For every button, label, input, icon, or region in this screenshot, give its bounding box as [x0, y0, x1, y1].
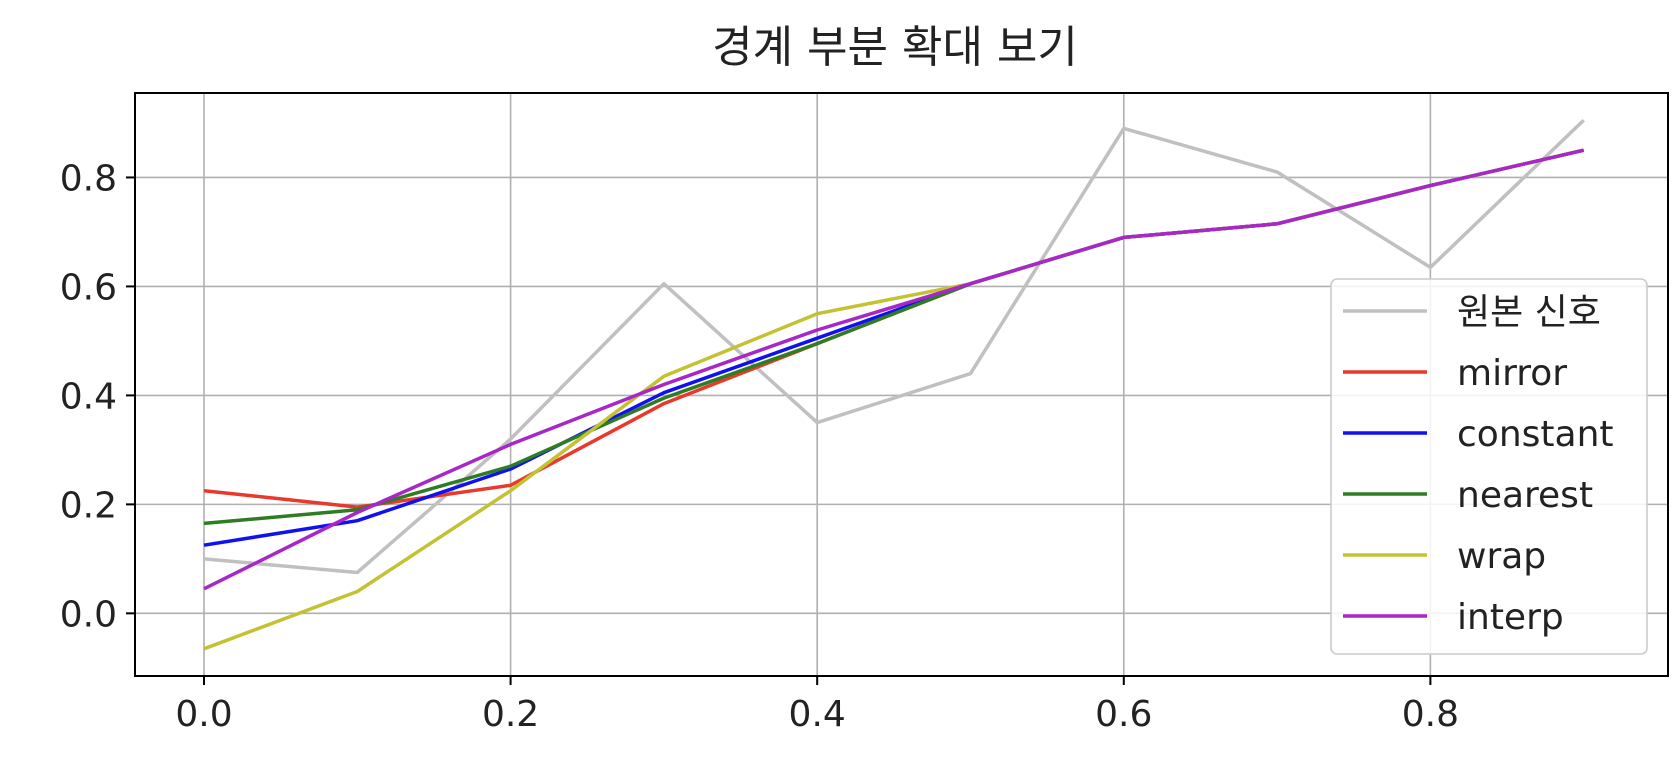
- y-tick-label: 0.8: [60, 158, 117, 199]
- legend-label: mirror: [1457, 353, 1567, 394]
- x-tick-label: 0.0: [175, 694, 232, 735]
- legend-label: 원본 신호: [1457, 292, 1601, 333]
- y-tick-label: 0.0: [60, 594, 117, 635]
- series-layer: [203, 118, 1585, 651]
- legend-label: interp: [1457, 597, 1564, 638]
- y-tick-label: 0.6: [60, 267, 117, 308]
- series-line-0: [203, 118, 1585, 575]
- legend-label: wrap: [1457, 536, 1546, 577]
- plot-area-frame: [134, 92, 1669, 677]
- x-tick-label: 0.8: [1402, 694, 1459, 735]
- legend-label: nearest: [1457, 475, 1593, 516]
- series-line-5: [203, 148, 1585, 591]
- legend: 원본 신호 mirror constant nearest wrap interp: [1330, 278, 1648, 655]
- axis-ticks: 0.0 0.2 0.4 0.6 0.8 0.0 0.2 0.4 0.6 0.8: [60, 158, 1459, 735]
- x-tick-label: 0.6: [1095, 694, 1152, 735]
- x-tick-label: 0.2: [482, 694, 539, 735]
- x-tick-label: 0.4: [789, 694, 846, 735]
- y-tick-label: 0.4: [60, 376, 117, 417]
- y-tick-label: 0.2: [60, 485, 117, 526]
- chart-title: 경계 부분 확대 보기: [712, 22, 1078, 73]
- legend-label: constant: [1457, 414, 1614, 455]
